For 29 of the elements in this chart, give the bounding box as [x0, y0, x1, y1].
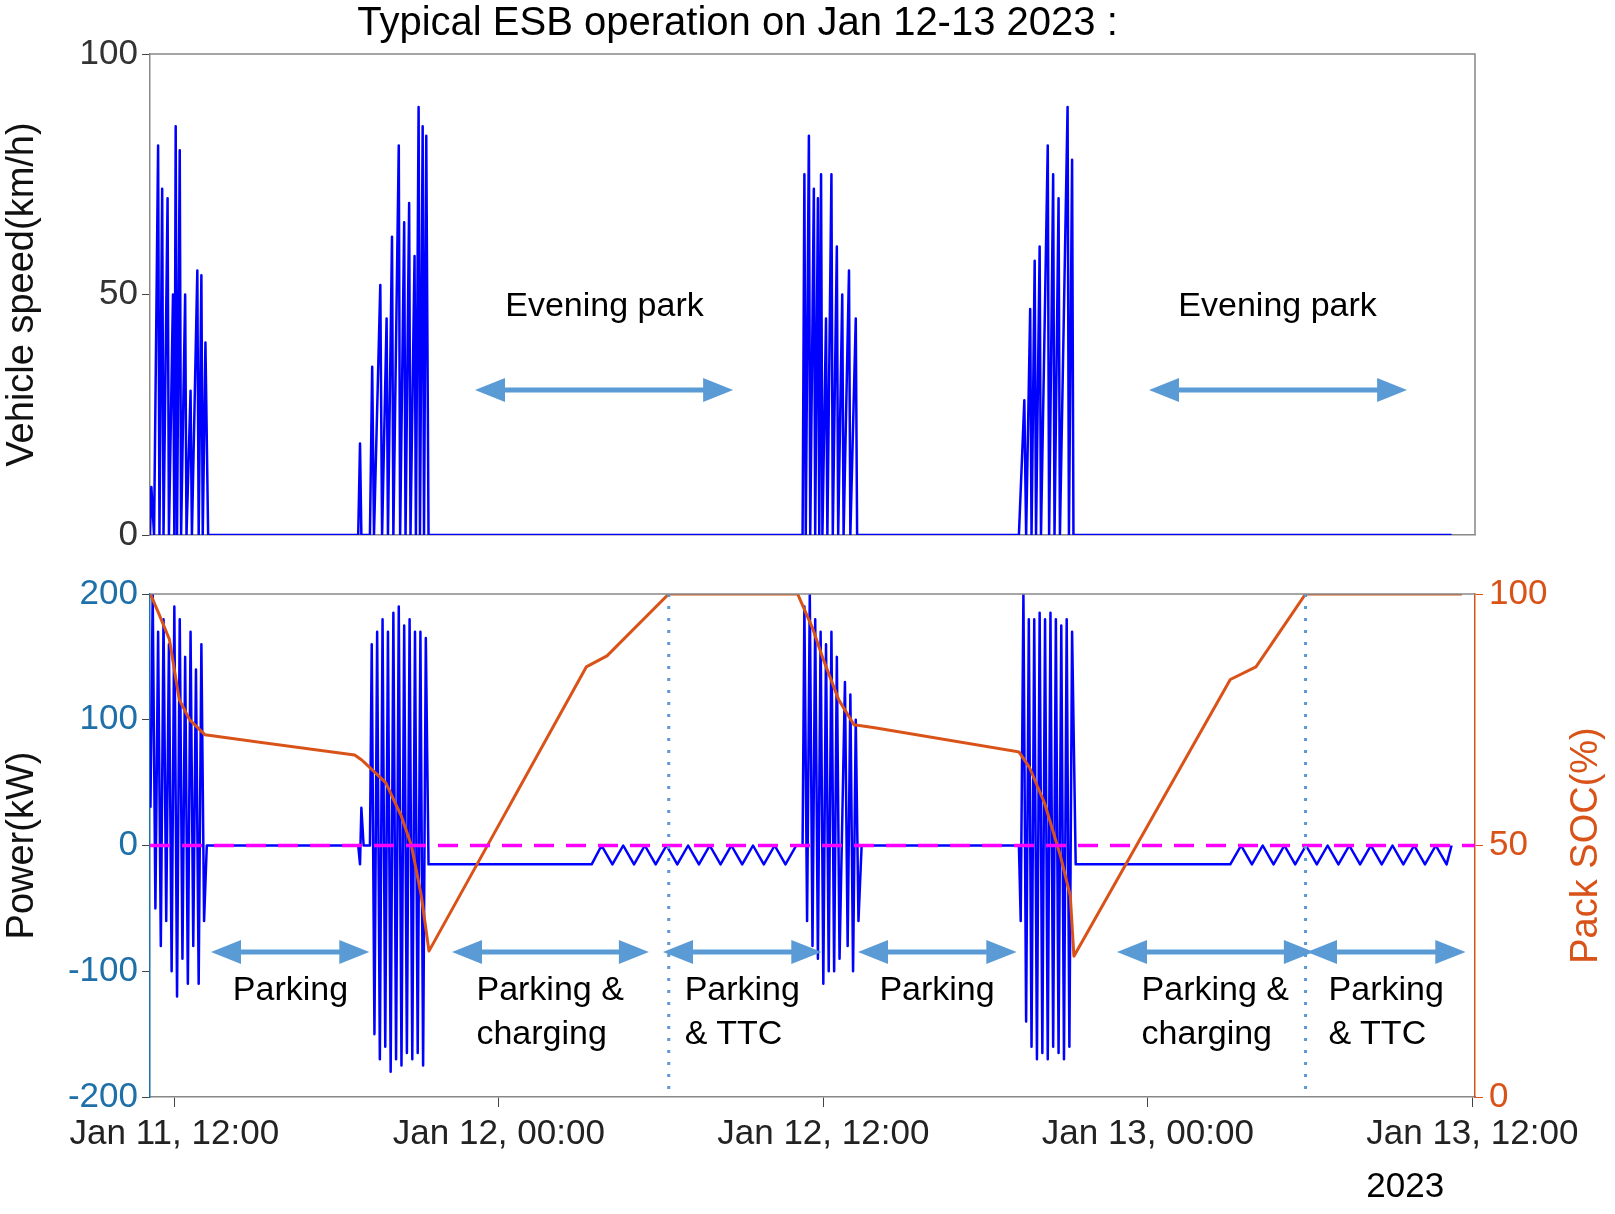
- x-tick-label: Jan 11, 12:00: [69, 1111, 280, 1151]
- annotation: Evening park: [1178, 285, 1378, 324]
- y-axis-title: Vehicle speed(km/h): [0, 122, 42, 467]
- y-tick-label: -100: [67, 948, 138, 988]
- annotation: Parking & charging: [1141, 969, 1290, 1052]
- y-tick-label: 100: [79, 31, 138, 71]
- y2-tick-label: 0: [1489, 1074, 1509, 1114]
- annotation: Evening park: [505, 285, 705, 324]
- y2-tick-label: 100: [1489, 571, 1548, 611]
- x-tick-label: Jan 12, 00:00: [392, 1111, 605, 1151]
- y-tick-label: 200: [79, 571, 138, 611]
- y2-tick-label: 50: [1489, 823, 1528, 863]
- annotation: Parking: [232, 969, 349, 1008]
- annotation: Parking & TTC: [1328, 969, 1444, 1052]
- y-axis-title: Power(kW): [0, 751, 42, 940]
- y-tick-label: 100: [79, 697, 138, 737]
- text: 2023: [1366, 1165, 1445, 1205]
- y-tick-label: -200: [67, 1074, 138, 1114]
- chart-title: Typical ESB operation on Jan 12-13 2023 :: [357, 0, 1118, 44]
- y-tick-label: 0: [118, 823, 138, 863]
- y2-axis-title: Pack SOC(%): [1563, 727, 1606, 964]
- annotation: Parking: [879, 969, 995, 1008]
- y-tick-label: 0: [118, 512, 138, 552]
- y-tick-label: 50: [99, 272, 138, 312]
- annotation: Parking & charging: [476, 969, 625, 1052]
- x-tick-label: Jan 13, 00:00: [1041, 1111, 1254, 1151]
- annotation: Parking & TTC: [684, 969, 800, 1052]
- x-tick-label: Jan 13, 12:00: [1366, 1111, 1579, 1151]
- x-tick-label: Jan 12, 12:00: [717, 1111, 930, 1151]
